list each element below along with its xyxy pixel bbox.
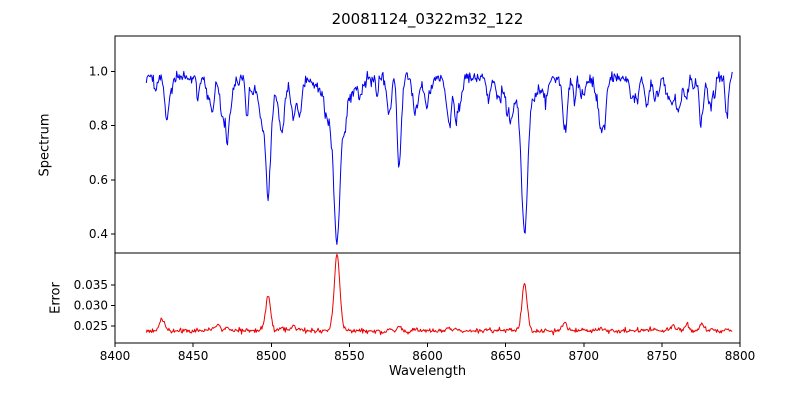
spectrum-y-axis-label: Spectrum	[37, 113, 53, 177]
y-tick-label: 0.025	[74, 319, 108, 333]
spectrum-line	[145, 70, 733, 245]
y-tick-label: 0.8	[89, 119, 108, 133]
x-tick-label: 8800	[725, 349, 756, 363]
y-tick-label: 0.4	[89, 227, 108, 241]
x-axis-label: Wavelength	[388, 364, 467, 379]
x-tick-label: 8550	[334, 349, 365, 363]
y-tick-label: 0.6	[89, 173, 108, 187]
y-tick-label: 1.0	[89, 64, 108, 78]
x-tick-label: 8600	[412, 349, 443, 363]
x-tick-label: 8400	[100, 349, 131, 363]
y-tick-label: 0.035	[74, 278, 108, 292]
x-tick-label: 8500	[256, 349, 287, 363]
error-y-axis-label: Error	[48, 282, 64, 314]
chart-title: 20081124_0322m32_122	[331, 10, 524, 28]
x-tick-label: 8700	[568, 349, 599, 363]
y-tick-label: 0.030	[74, 299, 108, 313]
error-line	[145, 253, 733, 336]
x-tick-label: 8750	[647, 349, 678, 363]
x-tick-label: 8450	[178, 349, 209, 363]
x-tick-label: 8650	[490, 349, 521, 363]
spectrum-panel-border	[114, 35, 741, 254]
